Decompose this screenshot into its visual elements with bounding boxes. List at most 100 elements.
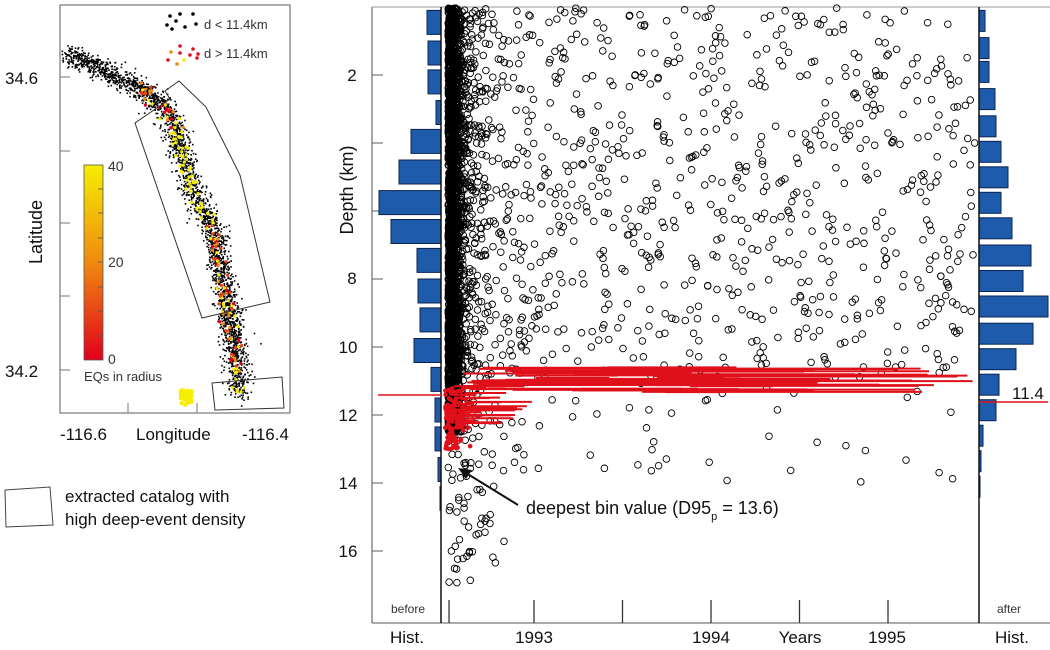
- epicenter-dot: [127, 77, 130, 79]
- epicenter-dot: [70, 59, 73, 61]
- epicenter-dot: [230, 299, 233, 302]
- epicenter-dot: [240, 333, 242, 335]
- epicenter-dot: [181, 135, 184, 137]
- epicenter-dot: [94, 62, 96, 65]
- epicenter-dot: [248, 375, 251, 377]
- epicenter-dot: [194, 158, 197, 160]
- epicenter-dot: [185, 129, 188, 132]
- epicenter-dot: [112, 75, 115, 78]
- epicenter-dot: [205, 214, 208, 216]
- epicenter-dot: [174, 100, 176, 103]
- epicenter-dot: [206, 238, 208, 241]
- deep-epicenter-dot: [184, 145, 188, 149]
- deep-epicenter-dot: [210, 248, 215, 252]
- epicenter-dot: [217, 256, 220, 259]
- epicenter-dot: [139, 85, 142, 88]
- epicenter-dot: [169, 151, 172, 153]
- epicenter-dot: [232, 334, 234, 336]
- epicenter-dot: [245, 338, 247, 341]
- epicenter-dot: [215, 218, 217, 221]
- colorbar-ticks: [98, 188, 103, 337]
- scatter-point: [458, 252, 466, 261]
- epicenter-dot: [210, 261, 212, 264]
- epicenter-dot: [213, 224, 215, 226]
- epicenter-dot: [234, 275, 237, 277]
- epicenter-dot: [133, 96, 136, 98]
- epicenter-dot: [170, 106, 172, 109]
- epicenter-dot: [126, 92, 129, 95]
- deep-epicenter-dot: [181, 163, 185, 167]
- deep-epicenter-dot: [149, 85, 153, 89]
- epicenter-dot: [224, 264, 226, 267]
- epicenter-dot: [215, 273, 218, 276]
- deep-epicenter-dot: [211, 221, 215, 225]
- epicenter-dot: [170, 116, 172, 119]
- epicenter-dot: [149, 96, 151, 98]
- epicenter-dot: [201, 210, 203, 212]
- epicenter-dot: [205, 186, 208, 189]
- epicenter-dot: [133, 79, 135, 82]
- epicenter-dot: [89, 70, 92, 72]
- epicenter-dot: [238, 367, 240, 369]
- deep-epicenter-dot: [188, 400, 192, 404]
- epicenter-dot: [206, 199, 209, 201]
- epicenter-dot: [153, 105, 155, 107]
- epicenter-dot: [186, 160, 188, 163]
- epicenter-dot: [112, 71, 114, 73]
- epicenter-dot: [116, 83, 118, 86]
- epicenter-dot: [227, 266, 229, 268]
- epicenter-dot: [211, 242, 214, 245]
- epicenter-dot: [157, 98, 160, 101]
- epicenter-dot: [115, 78, 117, 80]
- epicenter-dot: [221, 281, 223, 283]
- hist-after-bar: [978, 37, 990, 60]
- epicenter-dot: [179, 132, 182, 135]
- epicenter-dot: [233, 326, 235, 329]
- epicenter-dot: [246, 364, 249, 366]
- epicenter-dot: [180, 167, 182, 170]
- epicenter-dot: [201, 191, 203, 194]
- epicenter-dot: [207, 220, 209, 223]
- epicenter-dot: [225, 305, 227, 307]
- epicenter-dot: [220, 267, 222, 269]
- hist-after-bar: [978, 270, 1024, 292]
- epicenter-dot: [207, 215, 210, 217]
- epicenter-dot: [81, 66, 84, 68]
- epicenter-dot: [157, 109, 159, 111]
- epicenter-dot: [227, 250, 230, 253]
- epicenter-dot: [207, 222, 210, 224]
- epicenter-dot: [197, 218, 200, 220]
- epicenter-dot: [187, 158, 190, 160]
- legend-dot: [174, 19, 178, 23]
- epicenter-dot: [230, 315, 233, 317]
- legend-dot: [169, 50, 173, 54]
- epicenter-dot: [230, 290, 233, 293]
- epicenter-dot: [192, 164, 194, 167]
- epicenter-dot: [145, 76, 148, 79]
- epicenter-dot: [133, 94, 135, 97]
- epicenter-dot: [188, 159, 191, 161]
- epicenter-dot: [72, 54, 75, 57]
- epicenter-dot: [75, 52, 78, 54]
- epicenter-dot: [120, 82, 123, 84]
- epicenter-dot: [233, 333, 235, 336]
- epicenter-dot: [70, 48, 72, 50]
- epicenter-dot: [152, 100, 155, 102]
- epicenter-dot: [241, 369, 244, 372]
- epicenter-dot: [203, 222, 205, 224]
- deep-epicenter-dot: [216, 264, 220, 268]
- epicenter-dot: [222, 263, 225, 266]
- epicenter-dot: [226, 271, 228, 274]
- epicenter-dot: [127, 79, 130, 82]
- epicenter-dot: [185, 194, 188, 197]
- epicenter-dot: [220, 298, 222, 301]
- epicenter-dot: [178, 149, 180, 152]
- epicenter-dot: [235, 351, 238, 353]
- epicenter-dot: [241, 398, 243, 400]
- epicenter-dot: [239, 389, 241, 392]
- epicenter-dot: [190, 199, 193, 201]
- epicenter-dot: [182, 174, 184, 177]
- epicenter-dot: [195, 202, 197, 204]
- deep-epicenter-dot: [178, 164, 182, 168]
- epicenter-dot: [166, 114, 169, 116]
